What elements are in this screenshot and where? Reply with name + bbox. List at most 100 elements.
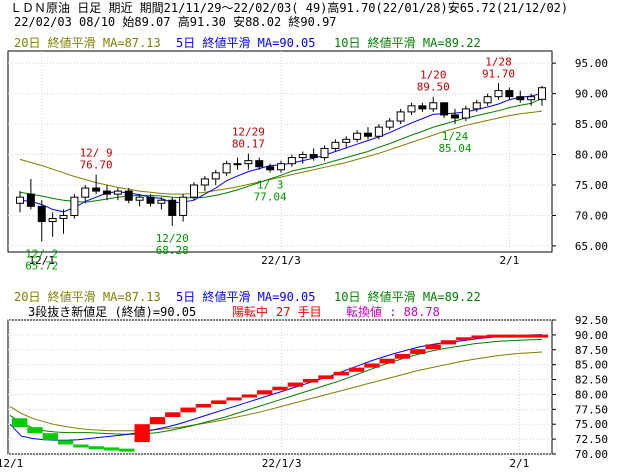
brick-down [73, 444, 89, 448]
brick-up [456, 337, 472, 341]
brick-up [425, 344, 441, 350]
lower-ytick-label: 82.50 [575, 374, 608, 387]
brick-up [180, 407, 196, 413]
annotation-high-value: 91.70 [482, 67, 515, 80]
break-count: 27 手目 [276, 305, 322, 319]
brick-up [257, 390, 273, 395]
annotation-high-date: 1/20 [420, 69, 447, 82]
legend-ma20: 20日 終値平滑 MA=87.13 [14, 36, 161, 50]
chart-header-quote: 22/02/03 08/10 始89.07 高91.30 安88.02 終90.… [14, 15, 337, 29]
candle-body [538, 87, 546, 100]
candle-body [364, 132, 372, 137]
brick-down [57, 440, 74, 445]
candle-body [527, 96, 536, 101]
candle-body [440, 102, 449, 116]
brick-up [532, 334, 548, 338]
annotation-high-value: 76.70 [80, 159, 113, 172]
candle-body [385, 120, 394, 128]
chart-header-title: ＬＤＮ原油 日足 期近 期間21/11/29～22/02/03( 49)高91.… [10, 1, 569, 15]
lower-ytick-label: 85.00 [575, 359, 608, 372]
candle-body [320, 147, 329, 159]
lower-ma20-line [9, 351, 543, 432]
upper-ytick-label: 80.00 [575, 149, 608, 162]
annotation-low-date: 1/ 3 [257, 179, 284, 192]
brick-up [134, 424, 150, 443]
candle-body [113, 190, 122, 195]
break-label: 3段抜き新値足 (終値)=90.05 [28, 305, 197, 319]
brick-up [318, 375, 334, 379]
candle-body [429, 102, 438, 110]
candle-body [59, 214, 68, 219]
brick-up [165, 412, 181, 418]
upper-ytick-label: 95.00 [575, 57, 608, 70]
upper-ytick-label: 90.00 [575, 88, 608, 101]
candle-body [353, 132, 362, 140]
candle-body [16, 196, 24, 204]
lower-ma10-line [9, 339, 543, 435]
candle-body [244, 160, 253, 165]
candle-body [505, 90, 514, 98]
upper-plot-frame [7, 50, 553, 253]
brick-down [12, 418, 28, 428]
brick-up [440, 340, 457, 345]
annotation-low-value: 77.04 [254, 191, 287, 204]
candle-body [168, 199, 177, 216]
brick-down [42, 433, 58, 441]
lower-ytick-label: 90.00 [575, 329, 608, 342]
brick-up [287, 382, 303, 387]
brick-up [226, 397, 242, 401]
lower-xtick-label: 12/1 [0, 457, 23, 470]
annotation-low-value: 85.04 [438, 142, 471, 155]
annotation-high-date: 1/28 [485, 55, 512, 68]
brick-up [410, 349, 426, 354]
lower-xtick-label: 2/1 [509, 457, 529, 470]
candle-body [26, 193, 35, 207]
annotation-low-date: 12/ 2 [25, 248, 58, 261]
lower-ytick-label: 70.00 [575, 448, 608, 461]
legend-ma10-lower: 10日 終値平滑 MA=89.22 [334, 290, 481, 304]
candle-body [472, 102, 481, 110]
candle-body [309, 154, 318, 159]
candle-body [37, 205, 46, 223]
candle-body [331, 141, 340, 149]
candle-body [277, 163, 285, 171]
brick-up [364, 363, 380, 368]
upper-ytick-label: 85.00 [575, 118, 608, 131]
brick-up [471, 335, 487, 339]
annotation-high-value: 80.17 [232, 138, 265, 151]
lower-xtick-label: 22/1/3 [262, 457, 302, 470]
break-status: 陽転中 [232, 305, 269, 319]
candle-body [407, 105, 416, 113]
candle-body [461, 108, 470, 119]
upper-xtick-label: 22/1/3 [261, 254, 301, 267]
candle-body [179, 196, 188, 216]
candle-body [222, 163, 231, 174]
break-conversion: 転換値 : 88.78 [346, 305, 440, 319]
candle-body [396, 111, 405, 122]
candle-body [298, 154, 307, 159]
lower-ytick-label: 77.50 [575, 403, 608, 416]
brick-down [103, 447, 120, 451]
candle-body [70, 196, 79, 216]
candle-body [451, 114, 459, 119]
legend-ma10: 10日 終値平滑 MA=89.22 [334, 36, 481, 50]
brick-up [272, 386, 288, 391]
lower-ytick-label: 72.50 [575, 433, 608, 446]
upper-ytick-label: 75.00 [575, 179, 608, 192]
brick-up [195, 403, 212, 408]
brick-down [119, 448, 135, 452]
brick-down [88, 446, 104, 450]
lower-ytick-label: 92.50 [575, 314, 608, 327]
annotation-high-date: 12/ 9 [80, 147, 113, 160]
lower-ytick-label: 87.50 [575, 344, 608, 357]
candle-body [255, 160, 264, 168]
brick-up [302, 378, 319, 383]
candle-body [157, 199, 166, 204]
candle-body [48, 218, 57, 223]
annotation-low-value: 65.72 [25, 260, 58, 273]
upper-ytick-label: 65.00 [575, 240, 608, 253]
brick-up [517, 334, 533, 338]
candle-body [494, 90, 503, 98]
annotation-low-date: 12/20 [156, 232, 189, 245]
